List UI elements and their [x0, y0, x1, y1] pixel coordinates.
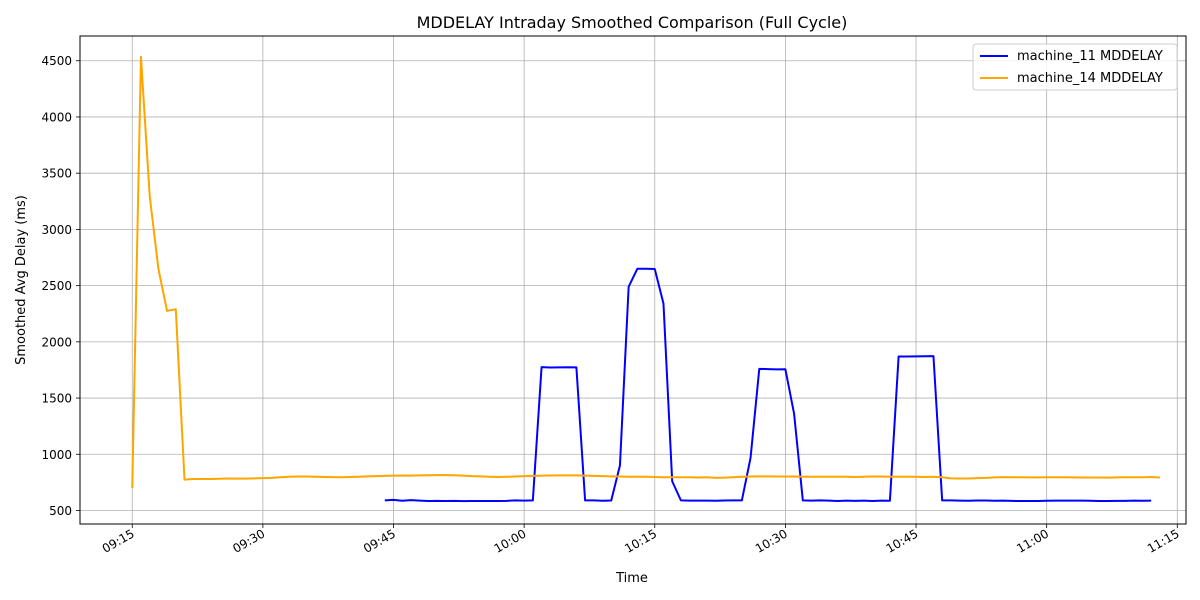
x-axis-label: Time — [615, 571, 648, 586]
legend-box — [972, 43, 1178, 91]
y-axis-label: Smoothed Avg Delay (ms) — [14, 195, 29, 365]
y-axis-ticks: 500 1000 1500 2000 2500 3000 3500 4000 4500 — [41, 54, 80, 518]
legend: machine_11 MDDELAY machine_14 MDDELAY — [972, 43, 1178, 91]
y-tick-label: 2000 — [41, 335, 72, 349]
series-lines — [131, 55, 1160, 503]
y-tick-label: 3500 — [41, 167, 72, 181]
y-tick-label: 500 — [49, 504, 72, 518]
y-tick-label: 1500 — [41, 392, 72, 406]
y-tick-label: 4000 — [41, 110, 72, 124]
grid — [80, 36, 1186, 524]
legend-label-machine-14: machine_14 MDDELAY — [1017, 71, 1163, 86]
chart-title: MDDELAY Intraday Smoothed Comparison (Fu… — [417, 13, 848, 32]
plot-frame — [79, 35, 1187, 525]
legend-label-machine-11: machine_11 MDDELAY — [1017, 49, 1163, 64]
y-tick-label: 2500 — [41, 279, 72, 293]
y-tick-label: 1000 — [41, 448, 72, 462]
series-line-machine-11-mddelay — [384, 267, 1152, 503]
y-tick-label: 4500 — [41, 54, 72, 68]
series-line-machine-14-mddelay — [131, 55, 1160, 489]
y-tick-label: 3000 — [41, 223, 72, 237]
